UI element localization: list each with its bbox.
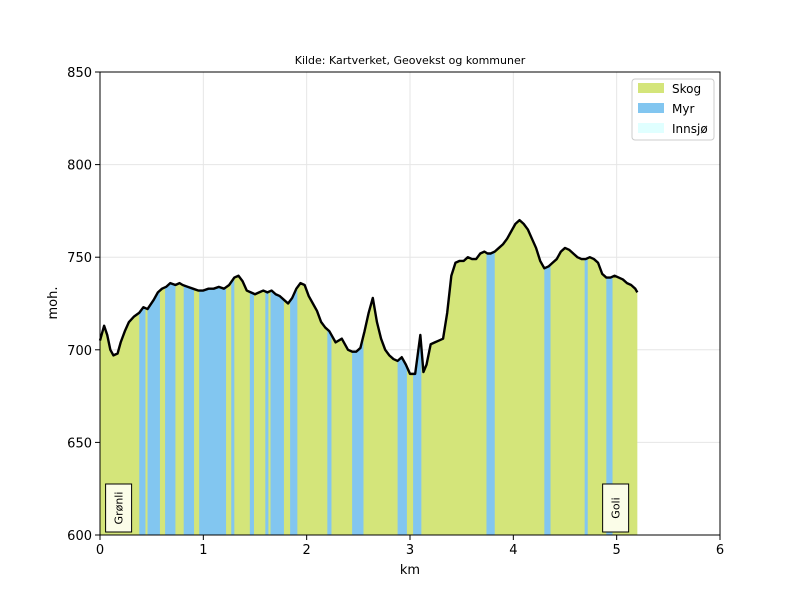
myr-segment [606,276,613,535]
x-tick-label: 6 [716,543,724,558]
legend-label: Innsjø [672,122,708,136]
myr-segment [249,291,254,535]
myr-segment [352,335,364,535]
x-tick-label: 0 [96,543,104,558]
x-tick-label: 1 [199,543,207,558]
legend-swatch [638,83,664,93]
skog-area [100,220,638,535]
myr-segment [270,290,284,535]
legend: Skog Myr Innsjø [631,78,715,141]
myr-segment [327,329,332,535]
myr-segment [165,283,176,535]
y-tick-label: 850 [67,66,92,81]
legend-swatch [638,123,664,133]
myr-segment [199,286,227,535]
myr-segment [413,334,422,535]
myr-segment [584,258,588,535]
myr-segment [231,277,235,535]
x-tick-label: 4 [509,543,517,558]
myr-segment [139,307,146,535]
myr-segment [486,251,495,536]
myr-segment [290,287,298,535]
y-axis-label: moh. [46,287,61,320]
x-axis-label: km [400,563,420,578]
y-tick-label: 750 [67,251,92,266]
chart-title: Kilde: Kartverket, Geovekst og kommuner [295,54,526,67]
place-label: Goli [610,497,623,518]
place-label-box [105,483,133,533]
x-tick-label: 2 [303,543,311,558]
myr-segment [265,291,269,535]
place-marker: Goli [602,483,630,533]
myr-segment [544,264,551,535]
x-tick-label: 3 [406,543,414,558]
y-tick-label: 600 [67,529,92,544]
y-tick-label: 800 [67,159,92,174]
y-tick-label: 700 [67,344,92,359]
place-marker: Grønli [105,483,133,533]
place-label-box [602,483,630,533]
legend-label: Myr [672,102,694,116]
myr-segment [183,285,195,535]
myr-segment [397,357,407,535]
place-label: Grønli [113,492,126,525]
x-tick-label: 5 [613,543,621,558]
myr-segment [147,290,160,535]
legend-label: Skog [672,82,701,96]
legend-swatch [638,103,664,113]
plot-area: Grønli Goli 0 1 2 3 4 5 6 600 650 700 750 800 850 [67,66,724,558]
elevation-line [98,218,639,376]
y-tick-label: 650 [67,436,92,451]
